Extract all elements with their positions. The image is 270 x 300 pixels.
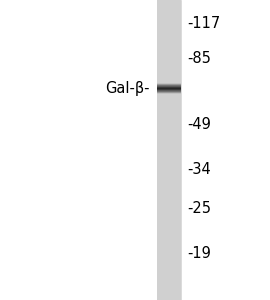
Bar [157, 89, 181, 90]
Bar [157, 91, 181, 92]
Bar [157, 87, 181, 88]
Text: -34: -34 [188, 162, 211, 177]
Bar [157, 92, 181, 93]
Bar [157, 90, 181, 91]
Text: -49: -49 [188, 117, 211, 132]
Text: -85: -85 [188, 51, 211, 66]
Bar [157, 83, 181, 84]
Bar [157, 88, 181, 89]
Bar [157, 84, 181, 85]
Bar [157, 0, 181, 300]
Text: -25: -25 [188, 201, 212, 216]
Bar [157, 86, 181, 87]
Bar [157, 85, 181, 86]
Text: Gal-β-: Gal-β- [105, 81, 150, 96]
Text: -19: -19 [188, 246, 211, 261]
Bar [157, 93, 181, 94]
Text: -117: -117 [188, 16, 221, 32]
